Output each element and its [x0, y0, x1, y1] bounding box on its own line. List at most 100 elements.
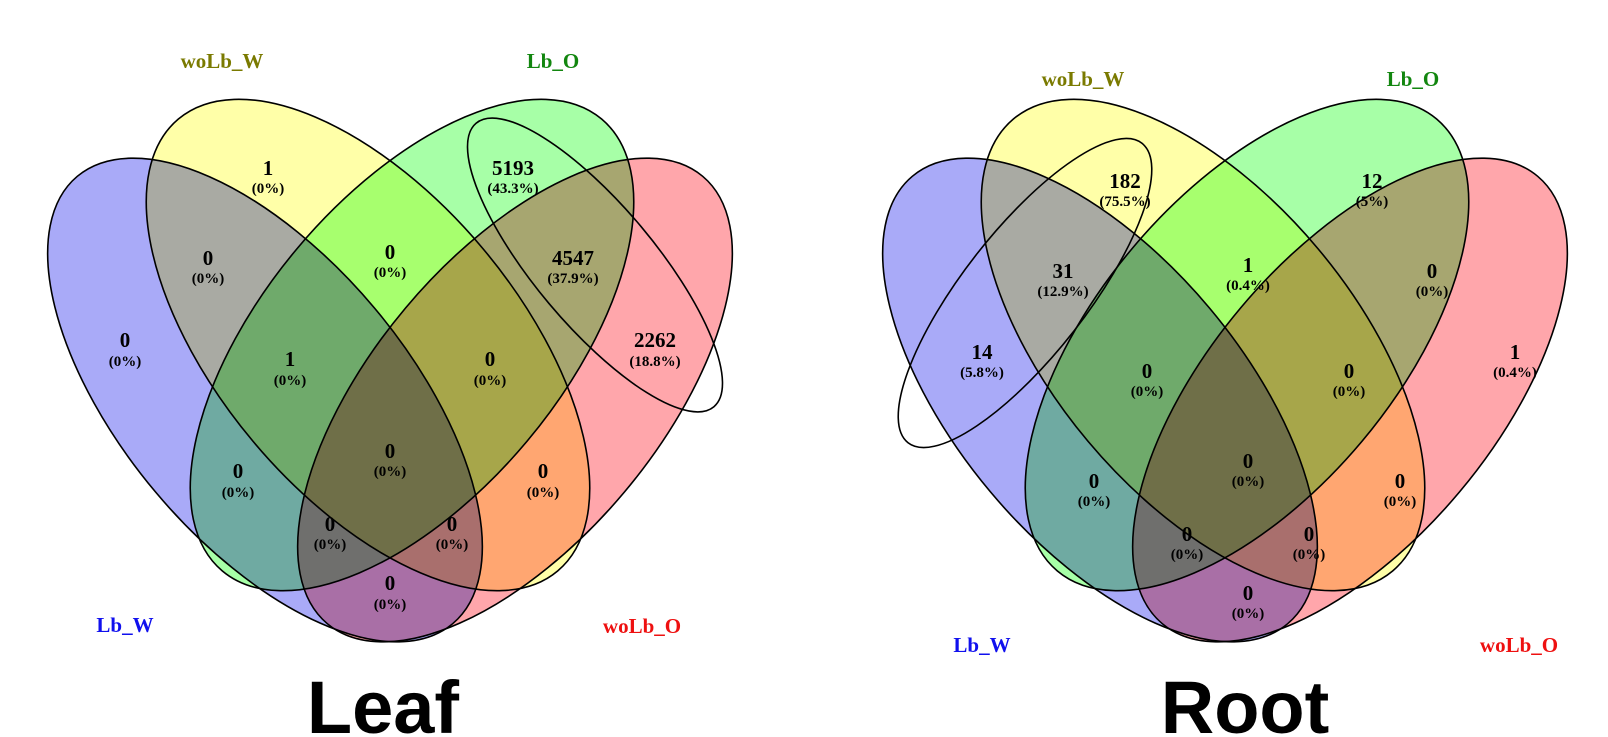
- region-labels: 0(0%) 1(0%) 5193(43.3%) 2262(18.8%) 0(0%…: [109, 156, 681, 613]
- set-ellipses: [46, 98, 734, 643]
- set-label-wolb-o: woLb_O: [603, 614, 681, 638]
- region-lb-o: 5193(43.3%): [487, 156, 538, 197]
- svg-text:(0%): (0%): [1293, 547, 1326, 563]
- svg-text:(5.8%): (5.8%): [960, 365, 1004, 381]
- region-lb-o-wolb-o: 0(0%): [1416, 259, 1449, 300]
- svg-text:(0%): (0%): [1131, 384, 1164, 400]
- ellipse-wolb-o: [296, 157, 734, 643]
- svg-text:(75.5%): (75.5%): [1099, 194, 1150, 210]
- svg-text:0: 0: [1427, 259, 1438, 283]
- region-lb-w-wolb-w-wolb-o: 0(0%): [436, 512, 469, 553]
- svg-text:0: 0: [1089, 469, 1100, 493]
- svg-text:(0%): (0%): [374, 265, 407, 281]
- svg-text:0: 0: [485, 347, 496, 371]
- region-wolb-w-wolb-o: 0 (0%): [527, 459, 560, 501]
- region-wolb-w-lb-o: 1(0.4%): [1226, 253, 1270, 294]
- svg-text:1: 1: [263, 156, 274, 180]
- svg-text:0: 0: [203, 246, 214, 270]
- svg-text:(5%): (5%): [1356, 194, 1389, 210]
- set-labels: Lb_W woLb_W Lb_O woLb_O: [953, 67, 1558, 657]
- region-labels: 14(5.8%) 182(75.5%) 12(5%) 1(0.4%) 31(12…: [960, 169, 1537, 622]
- panel-title-leaf: Leaf: [307, 666, 460, 737]
- svg-text:0: 0: [1142, 359, 1153, 383]
- svg-text:(0%): (0%): [1232, 606, 1265, 622]
- set-label-wolb-w: woLb_W: [1042, 67, 1125, 91]
- svg-text:0: 0: [1243, 581, 1254, 605]
- svg-text:(0%): (0%): [1384, 494, 1417, 510]
- svg-text:(0%): (0%): [374, 464, 407, 480]
- set-label-wolb-w: woLb_W: [181, 49, 264, 73]
- region-lb-w-lb-o-wolb-o: 0(0%): [1171, 522, 1204, 563]
- svg-text:(0%): (0%): [252, 181, 285, 197]
- region-lb-w: 0 (0%): [109, 328, 142, 370]
- svg-text:(43.3%): (43.3%): [487, 181, 538, 197]
- region-lb-o-wolb-o: 4547(37.9%): [547, 246, 598, 287]
- svg-text:(0%): (0%): [474, 373, 507, 389]
- svg-text:4547: 4547: [552, 246, 594, 270]
- svg-text:(0%): (0%): [192, 271, 225, 287]
- svg-text:(0%): (0%): [1171, 547, 1204, 563]
- set-label-lb-w: Lb_W: [96, 613, 153, 637]
- svg-text:1: 1: [285, 347, 296, 371]
- region-wolb-o: 2262 (18.8%): [629, 328, 680, 370]
- svg-text:(0%): (0%): [274, 373, 307, 389]
- region-wolb-w-lb-o-wolb-o: 0(0%): [1333, 359, 1366, 400]
- svg-text:5193: 5193: [492, 156, 534, 180]
- svg-text:1: 1: [1510, 340, 1521, 364]
- outline-ellipse-root: [897, 137, 1153, 449]
- svg-text:(0%): (0%): [527, 485, 560, 501]
- svg-text:31: 31: [1053, 259, 1074, 283]
- region-wolb-w-wolb-o: 0(0%): [1384, 469, 1417, 510]
- svg-text:0: 0: [385, 439, 396, 463]
- svg-text:(0%): (0%): [222, 485, 255, 501]
- svg-text:2262: 2262: [634, 328, 676, 352]
- ellipse-wolb-o: [1131, 157, 1569, 643]
- svg-text:(18.8%): (18.8%): [629, 354, 680, 370]
- svg-text:(12.9%): (12.9%): [1037, 284, 1088, 300]
- region-lb-w-wolb-o: 0(0%): [374, 571, 407, 613]
- set-label-lb-w: Lb_W: [953, 633, 1010, 657]
- region-wolb-w-lb-o-wolb-o: 0 (0%): [474, 347, 507, 389]
- svg-text:0: 0: [1243, 449, 1254, 473]
- outline-ellipse-leaf: [466, 117, 724, 413]
- set-label-lb-o: Lb_O: [527, 49, 580, 73]
- region-lb-w-wolb-w: 31(12.9%): [1037, 259, 1088, 300]
- svg-text:(0%): (0%): [314, 537, 347, 553]
- panel-title-root: Root: [1161, 666, 1330, 737]
- region-wolb-w-lb-o: 0(0%): [374, 240, 407, 281]
- svg-text:12: 12: [1362, 169, 1383, 193]
- svg-text:(0%): (0%): [1078, 494, 1111, 510]
- svg-text:0: 0: [447, 512, 458, 536]
- set-label-lb-o: Lb_O: [1387, 67, 1440, 91]
- region-lb-w-lb-o: 0(0%): [1078, 469, 1111, 510]
- region-wolb-w: 1(0%): [252, 156, 285, 197]
- region-wolb-o: 1(0.4%): [1493, 340, 1537, 381]
- set-ellipses: [881, 98, 1569, 643]
- region-lb-w-wolb-w: 0(0%): [192, 246, 225, 287]
- region-lb-w-lb-o-wolb-o: 0(0%): [314, 512, 347, 553]
- svg-text:(0%): (0%): [374, 597, 407, 613]
- svg-text:0: 0: [385, 240, 396, 264]
- region-lb-w-lb-o: 0 (0%): [222, 459, 255, 501]
- svg-text:0: 0: [538, 459, 549, 483]
- svg-text:0: 0: [233, 459, 244, 483]
- region-lb-w-wolb-w-wolb-o: 0(0%): [1293, 522, 1326, 563]
- svg-text:0: 0: [325, 512, 336, 536]
- svg-text:(0%): (0%): [1333, 384, 1366, 400]
- svg-text:0: 0: [1395, 469, 1406, 493]
- region-wolb-w: 182(75.5%): [1099, 169, 1150, 210]
- svg-text:(0%): (0%): [1416, 284, 1449, 300]
- set-labels: Lb_W woLb_W Lb_O woLb_O: [96, 49, 681, 638]
- svg-text:1: 1: [1243, 253, 1254, 277]
- venn-panel-root: Lb_W woLb_W Lb_O woLb_O 14(5.8%) 182(75.…: [881, 67, 1569, 737]
- region-lb-o: 12(5%): [1356, 169, 1389, 210]
- region-all-four: 0(0%): [374, 439, 407, 480]
- region-lb-w-wolb-o: 0(0%): [1232, 581, 1265, 622]
- svg-text:(0%): (0%): [436, 537, 469, 553]
- region-all-four: 0(0%): [1232, 449, 1265, 490]
- svg-text:(0.4%): (0.4%): [1226, 278, 1270, 294]
- region-lb-w-wolb-w-lb-o: 1 (0%): [274, 347, 307, 389]
- svg-text:0: 0: [1304, 522, 1315, 546]
- svg-text:(0.4%): (0.4%): [1493, 365, 1537, 381]
